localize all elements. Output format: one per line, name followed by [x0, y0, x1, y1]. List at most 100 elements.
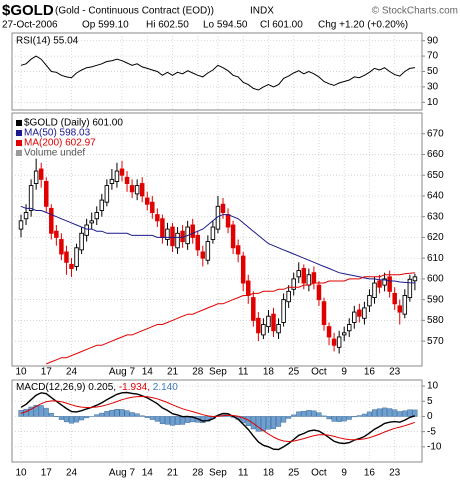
y-tick-label: 50	[427, 66, 439, 77]
candle-body	[129, 185, 135, 193]
candle-body	[377, 280, 382, 288]
x-tick-label: 23	[389, 367, 401, 378]
x-tick-label: 21	[167, 367, 179, 378]
candle-body	[84, 224, 89, 236]
candle-body	[321, 301, 327, 325]
quote: Hi 602.50	[146, 20, 189, 31]
candle-body	[124, 176, 130, 184]
y-tick-label: 590	[427, 294, 444, 305]
candle-body	[59, 239, 64, 255]
exchange: INDX	[250, 6, 274, 17]
candle-body	[79, 232, 84, 251]
histogram-bar	[291, 414, 297, 417]
moving-average	[46, 272, 415, 365]
x-tick-label: 24	[66, 468, 78, 479]
y-tick-label: 620	[427, 232, 444, 243]
histogram-bar	[311, 410, 317, 417]
candle-body	[266, 315, 271, 328]
x-tick-label: 14	[142, 367, 154, 378]
histogram-bar	[43, 408, 49, 417]
y-tick-label: 600	[427, 274, 444, 285]
y-tick-label: -5	[427, 426, 436, 437]
candle-body	[220, 203, 226, 213]
histogram-bar	[392, 409, 398, 417]
histogram-bar	[74, 416, 80, 423]
legend-swatch	[16, 130, 22, 136]
histogram-bar	[23, 408, 29, 417]
histogram-bar	[180, 416, 186, 425]
candle-body	[341, 332, 347, 336]
candle-body	[352, 311, 357, 323]
candle-body	[119, 168, 125, 176]
y-tick-label: 10	[427, 97, 439, 108]
histogram-bar	[63, 416, 70, 423]
histogram-bar	[306, 410, 312, 417]
candle-body	[245, 280, 251, 296]
candle-body	[23, 212, 29, 220]
y-tick-label: 580	[427, 315, 444, 326]
histogram-bar	[33, 404, 39, 417]
x-tick-label: 11	[238, 468, 249, 479]
x-tick-label: 16	[364, 367, 376, 378]
histogram-bar	[94, 414, 100, 417]
candle-body	[251, 297, 256, 321]
histogram-bar	[316, 412, 322, 417]
candle-body	[160, 218, 165, 238]
candle-body	[392, 292, 397, 305]
date: 27-Oct-2006	[2, 20, 58, 31]
x-tick-label: 11	[238, 367, 249, 378]
x-tick-label: Oct	[311, 367, 327, 378]
histogram-bar	[169, 416, 176, 426]
legend-swatch	[16, 120, 22, 126]
candle-body	[69, 263, 74, 269]
legend-swatch	[16, 150, 22, 156]
candle-body	[326, 326, 332, 338]
candle-body	[114, 170, 120, 182]
histogram-bar	[281, 416, 287, 423]
candle-body	[64, 251, 69, 263]
candle-body	[276, 324, 281, 334]
moving-average	[20, 205, 415, 284]
candle-body	[362, 307, 367, 319]
histogram-bar	[371, 409, 378, 417]
candle-body	[74, 247, 79, 267]
candle-body	[271, 313, 276, 332]
candle-body	[190, 224, 195, 238]
candle-body	[18, 220, 24, 230]
quote: Op 599.10	[82, 20, 129, 31]
histogram-bar	[58, 416, 64, 420]
histogram-bar	[321, 415, 327, 417]
candle-body	[311, 272, 317, 284]
candle-body	[175, 232, 180, 249]
quote: Cl 601.00	[260, 20, 303, 31]
histogram-bar	[265, 416, 271, 430]
y-tick-label: 630	[427, 211, 444, 222]
candle-body	[150, 201, 155, 213]
x-tick-label: 21	[167, 468, 179, 479]
legend-swatch	[16, 140, 22, 146]
histogram-bar	[402, 410, 408, 417]
copyright: © StockCharts.com	[372, 6, 458, 17]
y-tick-label: 570	[427, 336, 444, 347]
y-tick-label: 70	[427, 51, 439, 62]
y-tick-label: 30	[427, 82, 439, 93]
legend-label: MA(50) 598.03	[24, 128, 91, 139]
candle-body	[261, 324, 266, 336]
candle-body	[286, 290, 291, 303]
histogram-bar	[68, 416, 75, 424]
histogram-bar	[255, 416, 261, 432]
x-tick-label: 17	[41, 367, 53, 378]
candle-body	[336, 336, 342, 348]
candle-body	[347, 324, 352, 332]
candle-body	[33, 170, 39, 184]
x-tick-label: 18	[263, 367, 275, 378]
x-tick-label: 25	[288, 367, 300, 378]
histogram-bar	[296, 411, 302, 417]
histogram-bar	[38, 405, 44, 417]
histogram-bar	[382, 407, 388, 417]
candle-body	[382, 278, 387, 286]
histogram-bar	[164, 416, 170, 425]
y-tick-label: 660	[427, 149, 444, 160]
histogram-bar	[114, 408, 120, 417]
x-tick-label: Sep	[209, 468, 227, 479]
